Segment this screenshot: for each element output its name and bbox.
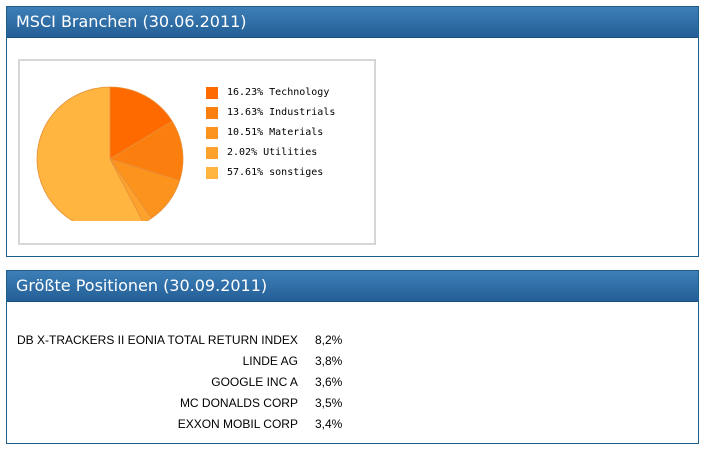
legend-swatch <box>206 107 218 119</box>
msci-branchen-panel: MSCI Branchen (30.06.2011) 16.23% Techno… <box>6 6 699 257</box>
sector-pie-chart <box>36 86 184 221</box>
position-name: GOOGLE INC A <box>211 374 298 389</box>
position-weight: 3,4% <box>314 416 343 431</box>
position-name: DB X-TRACKERS II EONIA TOTAL RETURN INDE… <box>17 332 298 347</box>
legend-swatch <box>206 167 218 179</box>
legend-label: 16.23% Technology <box>227 87 330 98</box>
position-name: EXXON MOBIL CORP <box>177 416 298 431</box>
position-name: MC DONALDS CORP <box>179 395 298 410</box>
legend-swatch <box>206 87 218 99</box>
groesste-positionen-panel: Größte Positionen (30.09.2011) DB X-TRAC… <box>6 270 699 444</box>
table-row: GOOGLE INC A 3,6% <box>17 371 342 392</box>
legend-label: 57.61% sonstiges <box>227 167 324 178</box>
pie-slice-industrials <box>109 120 184 182</box>
legend-item-industrials: 13.63% Industrials <box>206 107 335 127</box>
msci-branchen-title: MSCI Branchen (30.06.2011) <box>7 7 698 38</box>
pie-slice-sonstiges <box>36 86 144 221</box>
legend-item-technology: 16.23% Technology <box>206 87 335 107</box>
legend-item-materials: 10.51% Materials <box>206 127 335 147</box>
legend-label: 2.02% Utilities <box>227 147 318 158</box>
position-weight: 3,8% <box>314 353 343 368</box>
position-name: LINDE AG <box>242 353 298 368</box>
legend-swatch <box>206 147 218 159</box>
position-weight: 3,5% <box>314 395 343 410</box>
position-weight: 8,2% <box>314 332 343 347</box>
positionen-title: Größte Positionen (30.09.2011) <box>7 271 698 302</box>
pie-chart-box: 16.23% Technology 13.63% Industrials 10.… <box>18 59 376 245</box>
legend-swatch <box>206 127 218 139</box>
legend-item-utilities: 2.02% Utilities <box>206 147 335 167</box>
legend-label: 10.51% Materials <box>227 127 324 138</box>
table-row: LINDE AG 3,8% <box>17 350 343 371</box>
pie-slice-technology <box>109 86 173 160</box>
table-row: DB X-TRACKERS II EONIA TOTAL RETURN INDE… <box>17 329 342 350</box>
pie-legend: 16.23% Technology 13.63% Industrials 10.… <box>206 87 335 187</box>
legend-label: 13.63% Industrials <box>227 107 336 118</box>
legend-item-sonstiges: 57.61% sonstiges <box>206 167 335 187</box>
table-row: EXXON MOBIL CORP 3,4% <box>17 413 343 434</box>
positions-table: DB X-TRACKERS II EONIA TOTAL RETURN INDE… <box>17 329 342 434</box>
table-row: MC DONALDS CORP 3,5% <box>17 392 342 413</box>
pie-slice-utilities <box>109 158 153 221</box>
position-weight: 3,6% <box>314 374 343 389</box>
